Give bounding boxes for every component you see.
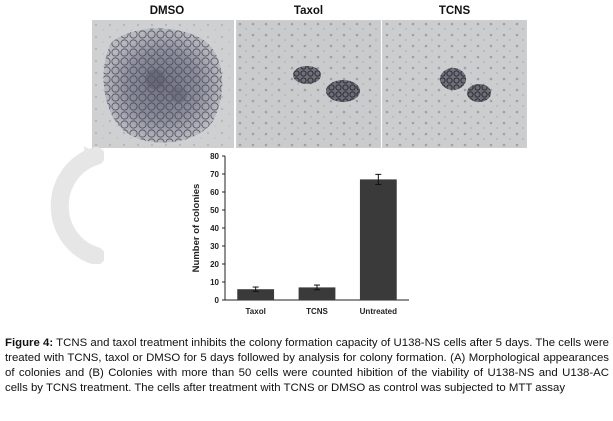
bar-untreated xyxy=(359,179,397,300)
micrograph-tcns xyxy=(382,20,527,148)
colony-bar-chart: 0 10 20 30 40 50 60 70 80 Number of colonies Taxol… xyxy=(191,152,409,316)
y-tick-label-40: 40 xyxy=(210,224,219,233)
figure-caption: Figure 4: TCNS and taxol treatment inhib… xyxy=(5,336,609,396)
panel-label-taxol: Taxol xyxy=(293,5,324,17)
y-tick-label-60: 60 xyxy=(210,188,219,197)
micrograph-taxol xyxy=(236,20,381,148)
figure-caption-label: Figure 4: xyxy=(5,337,54,349)
y-tick-label-70: 70 xyxy=(210,170,219,179)
micrograph-dmso xyxy=(92,20,234,148)
bar-tcns xyxy=(298,287,336,300)
panel-label-dmso: DMSO xyxy=(149,5,185,17)
y-tick-label-80: 80 xyxy=(210,152,219,161)
y-tick-label-0: 0 xyxy=(215,296,220,305)
y-tick-label-10: 10 xyxy=(210,278,219,287)
x-tick-label-tcns: TCNS xyxy=(306,307,328,316)
panel-label-tcns: TCNS xyxy=(438,5,471,17)
y-tick-label-30: 30 xyxy=(210,242,219,251)
y-tick-label-20: 20 xyxy=(210,260,219,269)
y-tick-label-50: 50 xyxy=(210,206,219,215)
watermark-arc xyxy=(36,146,105,265)
bar-taxol xyxy=(237,289,275,300)
x-tick-label-taxol: Taxol xyxy=(246,307,266,316)
figure-caption-text: TCNS and taxol treatment inhibits the co… xyxy=(5,337,609,394)
y-axis-label: Number of colonies xyxy=(191,184,202,273)
x-tick-label-untreated: Untreated xyxy=(360,307,397,316)
